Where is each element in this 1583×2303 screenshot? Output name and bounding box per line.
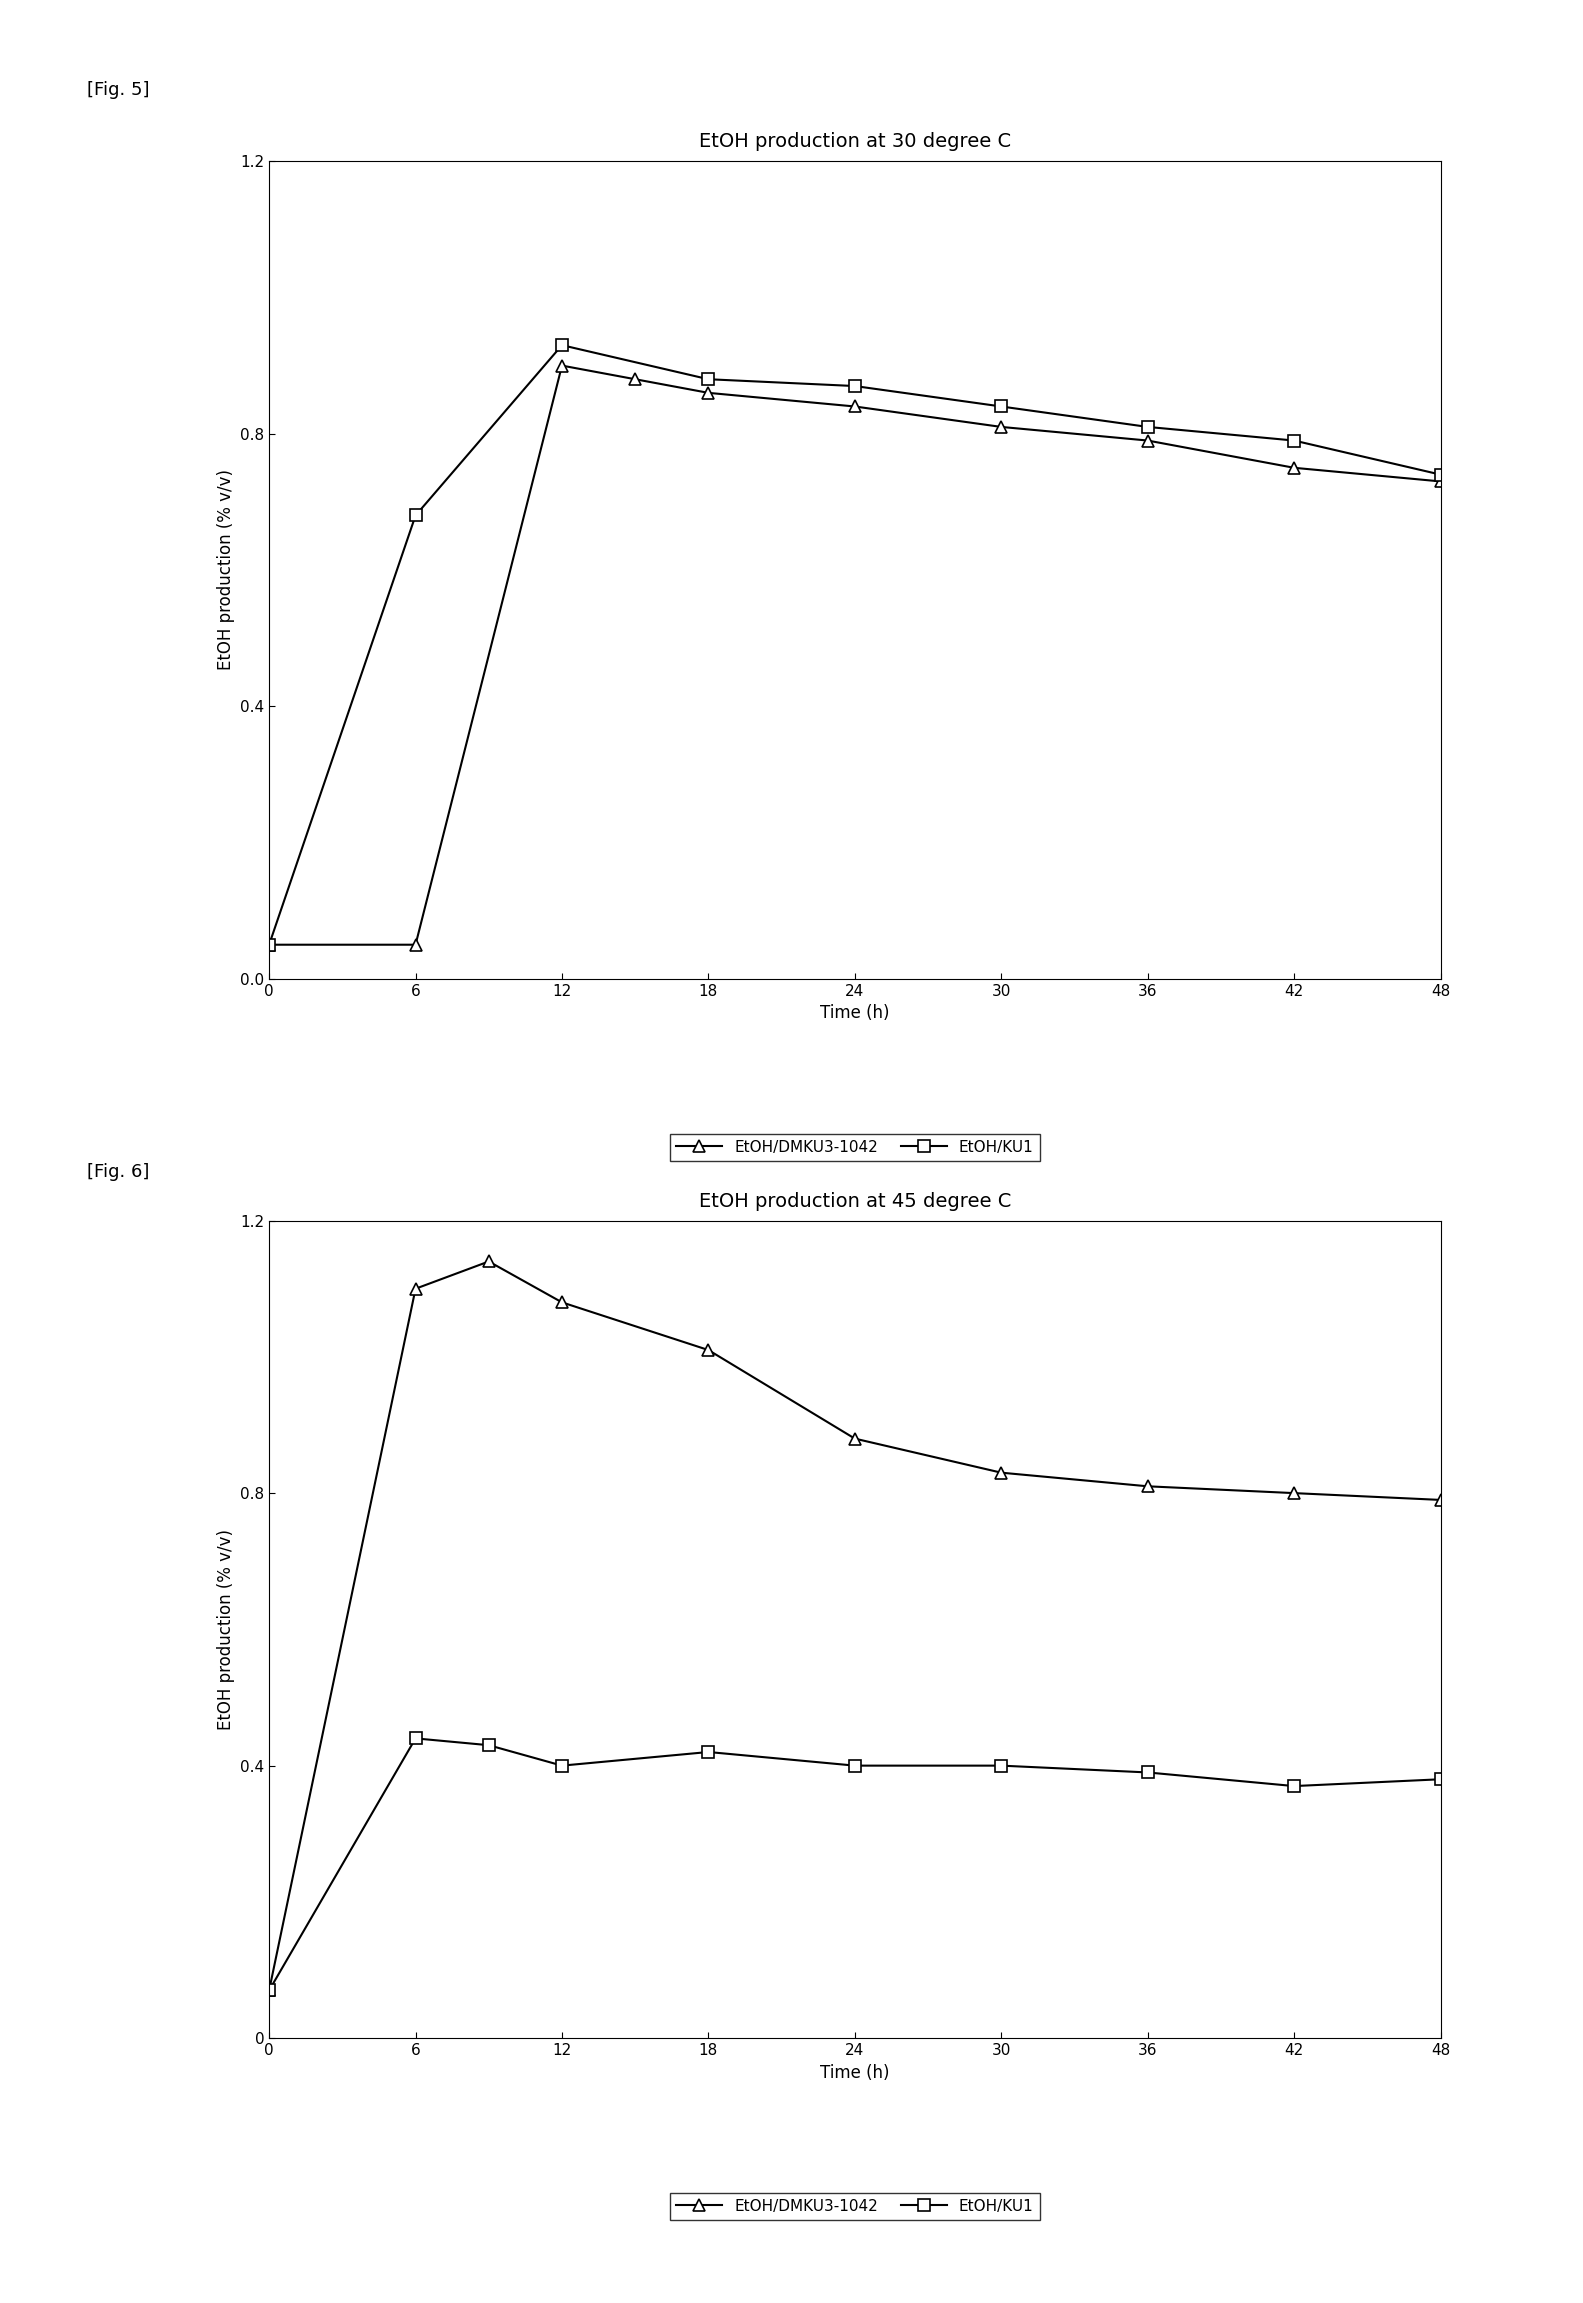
EtOH/DMKU3-1042 [1431, 468, 1450, 495]
EtOH/KU1 [1431, 461, 1450, 488]
Line: EtOH/KU1: EtOH/KU1 [263, 339, 1447, 951]
EtOH/DMKU3-1042 [480, 1248, 499, 1276]
EtOH/DMKU3-1042 [845, 1426, 864, 1453]
X-axis label: Time (h): Time (h) [820, 1004, 890, 1023]
EtOH/DMKU3-1042 [625, 366, 644, 394]
EtOH/DMKU3-1042 [552, 352, 571, 380]
Text: [Fig. 5]: [Fig. 5] [87, 81, 149, 99]
EtOH/DMKU3-1042 [700, 380, 719, 408]
EtOH/KU1 [1138, 412, 1157, 440]
EtOH/DMKU3-1042 [991, 1458, 1010, 1485]
EtOH/DMKU3-1042 [552, 1290, 571, 1317]
Title: EtOH production at 30 degree C: EtOH production at 30 degree C [698, 131, 1012, 152]
EtOH/KU1 [552, 332, 571, 359]
EtOH/KU1 [700, 366, 719, 394]
EtOH/DMKU3-1042 [405, 1276, 424, 1303]
EtOH/DMKU3-1042 [1284, 454, 1303, 481]
Text: [Fig. 6]: [Fig. 6] [87, 1163, 149, 1181]
Legend: EtOH/DMKU3-1042, EtOH/KU1: EtOH/DMKU3-1042, EtOH/KU1 [670, 2192, 1040, 2220]
EtOH/KU1 [1284, 1773, 1303, 1801]
EtOH/DMKU3-1042 [405, 930, 424, 958]
EtOH/KU1 [1138, 1759, 1157, 1787]
EtOH/KU1 [260, 930, 279, 958]
EtOH/DMKU3-1042 [991, 412, 1010, 440]
X-axis label: Time (h): Time (h) [820, 2063, 890, 2082]
Legend: EtOH/DMKU3-1042, EtOH/KU1: EtOH/DMKU3-1042, EtOH/KU1 [670, 1133, 1040, 1161]
EtOH/KU1 [480, 1732, 499, 1759]
EtOH/KU1 [405, 1725, 424, 1753]
Line: EtOH/DMKU3-1042: EtOH/DMKU3-1042 [263, 359, 1447, 951]
EtOH/DMKU3-1042 [845, 392, 864, 419]
Y-axis label: EtOH production (% v/v): EtOH production (% v/v) [217, 1529, 234, 1730]
Line: EtOH/DMKU3-1042: EtOH/DMKU3-1042 [263, 1255, 1447, 1997]
EtOH/KU1 [260, 1976, 279, 2004]
EtOH/DMKU3-1042 [260, 930, 279, 958]
EtOH/KU1 [845, 373, 864, 401]
Y-axis label: EtOH production (% v/v): EtOH production (% v/v) [217, 470, 234, 670]
EtOH/KU1 [845, 1753, 864, 1780]
EtOH/KU1 [1284, 426, 1303, 454]
Title: EtOH production at 45 degree C: EtOH production at 45 degree C [698, 1191, 1012, 1211]
EtOH/KU1 [1431, 1766, 1450, 1794]
EtOH/KU1 [991, 1753, 1010, 1780]
EtOH/KU1 [991, 392, 1010, 419]
EtOH/KU1 [552, 1753, 571, 1780]
EtOH/DMKU3-1042 [1138, 1472, 1157, 1499]
EtOH/KU1 [700, 1739, 719, 1766]
EtOH/KU1 [405, 502, 424, 530]
EtOH/DMKU3-1042 [1284, 1479, 1303, 1506]
EtOH/DMKU3-1042 [260, 1976, 279, 2004]
EtOH/DMKU3-1042 [700, 1336, 719, 1363]
Line: EtOH/KU1: EtOH/KU1 [263, 1732, 1447, 1997]
EtOH/DMKU3-1042 [1138, 426, 1157, 454]
EtOH/DMKU3-1042 [1431, 1485, 1450, 1513]
